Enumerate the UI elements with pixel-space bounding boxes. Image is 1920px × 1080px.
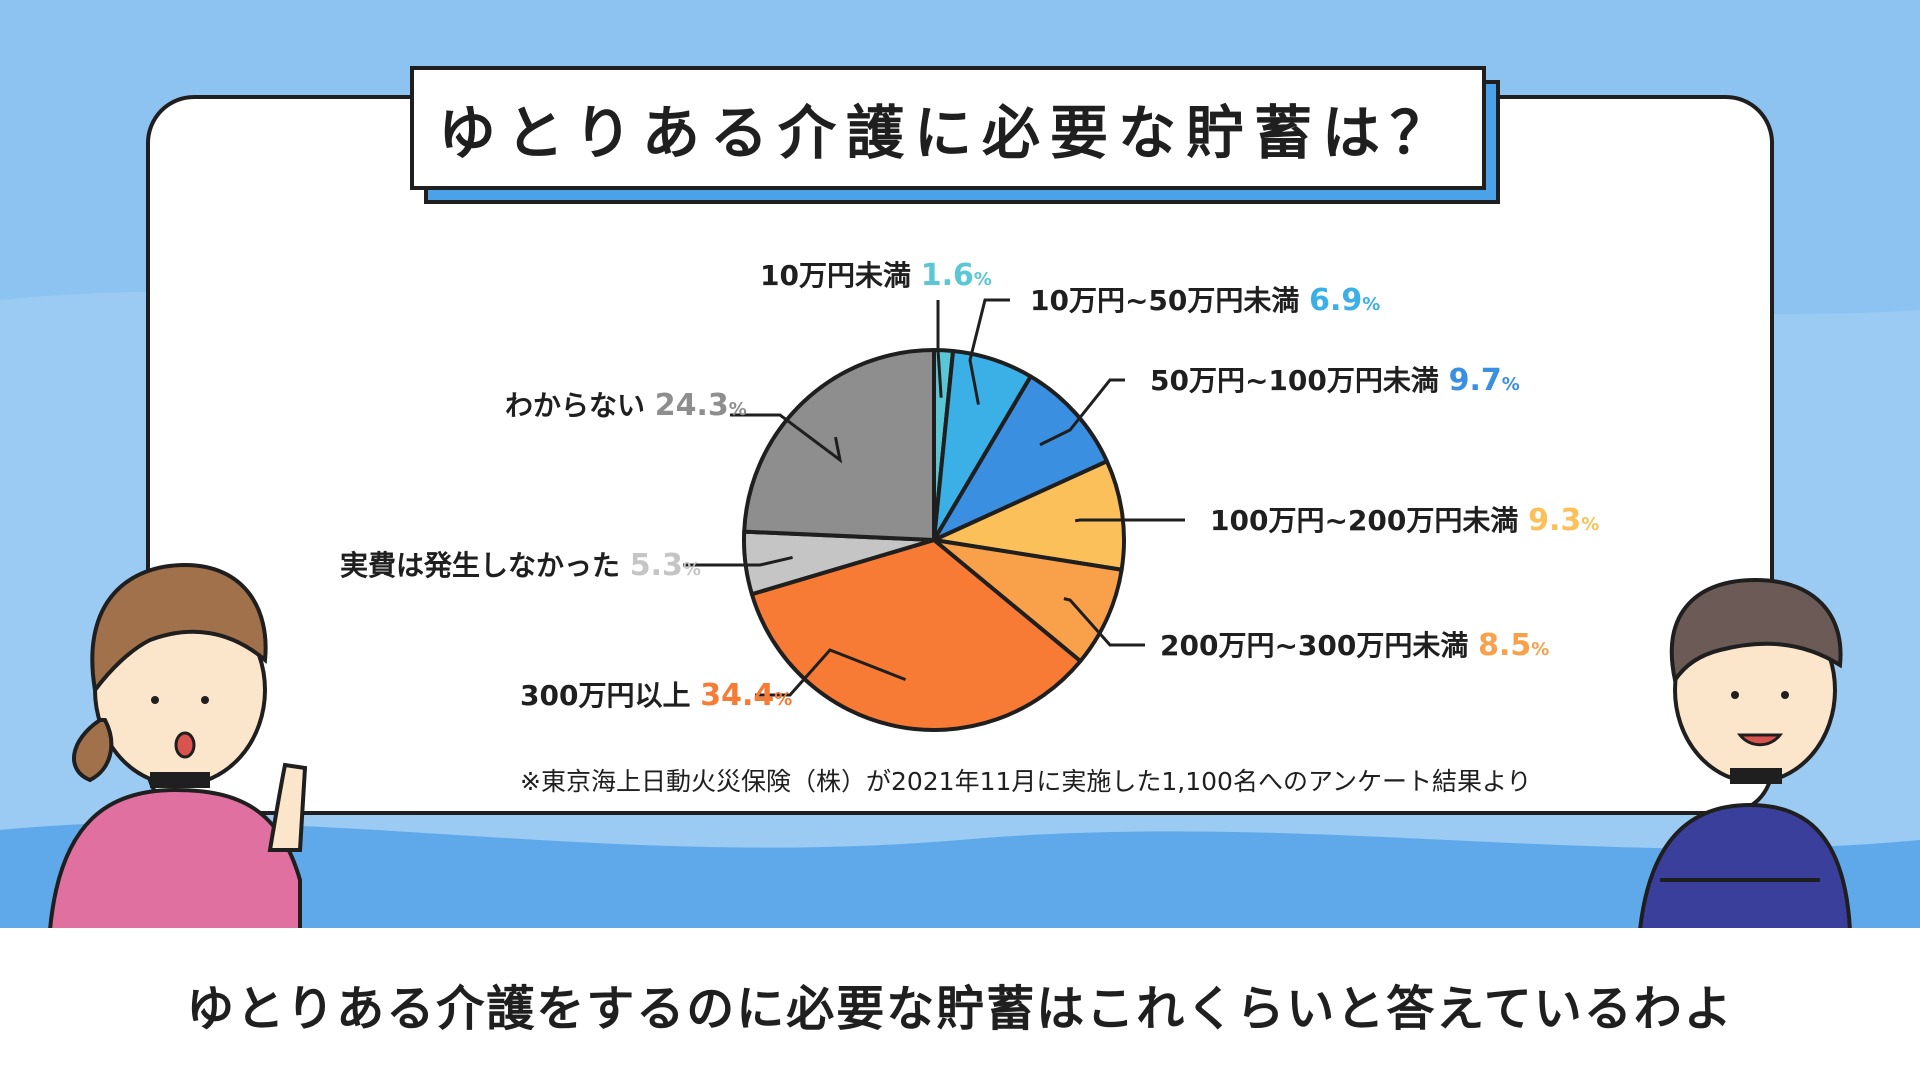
slice-value: 24.3 — [655, 388, 729, 423]
slice-unit: % — [1581, 514, 1599, 535]
pie-slice — [932, 374, 1109, 542]
leader-line — [683, 555, 793, 567]
pie-slice — [932, 459, 1126, 572]
slice-category: わからない — [505, 389, 655, 422]
slice-unit: % — [974, 269, 992, 290]
woman-illustration — [47, 562, 308, 932]
slice-unit: % — [1531, 639, 1549, 660]
slice-unit: % — [1362, 294, 1380, 315]
leader-line — [1039, 378, 1125, 447]
slice-unit: % — [683, 559, 701, 580]
slice-value: 34.4 — [700, 678, 774, 713]
slice-category: 実費は発生しなかった — [340, 549, 630, 582]
slice-label: 10万円未満 1.6% — [760, 258, 992, 293]
man-illustration — [1637, 577, 1853, 932]
slice-value: 5.3 — [630, 548, 683, 583]
slice-label: 200万円~300万円未満 8.5% — [1160, 628, 1549, 663]
slice-label: 100万円~200万円未満 9.3% — [1210, 503, 1599, 538]
title-box: ゆとりある介護に必要な貯蓄は？ — [410, 66, 1486, 190]
page-title: ゆとりある介護に必要な貯蓄は？ — [437, 99, 1458, 167]
slice-unit: % — [1502, 374, 1520, 395]
slice-label: 300万円以上 34.4% — [520, 678, 792, 713]
slice-label: 50万円~100万円未満 9.7% — [1150, 363, 1520, 398]
leader-line — [968, 298, 1010, 405]
slice-value: 9.3 — [1528, 503, 1581, 538]
leader-line — [755, 648, 907, 697]
slice-label: 実費は発生しなかった 5.3% — [340, 548, 701, 583]
slice-category: 200万円~300万円未満 — [1160, 629, 1478, 662]
slice-category: 50万円~100万円未満 — [1150, 364, 1449, 397]
source-note: ※東京海上日動火災保険（株）が2021年11月に実施した1,100名へのアンケー… — [520, 767, 1532, 796]
caption-text: ゆとりある介護をするのに必要な貯蓄はこれくらいと答えているわよ — [186, 981, 1734, 1037]
slice-unit: % — [774, 689, 792, 710]
slice-category: 100万円~200万円未満 — [1210, 504, 1528, 537]
slice-label: わからない 24.3% — [505, 388, 747, 423]
slice-category: 300万円以上 — [520, 679, 700, 712]
pie-slice — [749, 538, 1083, 732]
slice-value: 9.7 — [1449, 363, 1502, 398]
slice-value: 8.5 — [1478, 628, 1531, 663]
leader-line — [730, 413, 843, 464]
caption-bar: ゆとりある介護をするのに必要な貯蓄はこれくらいと答えているわよ — [0, 928, 1920, 1080]
slice-label: 10万円~50万円未満 6.9% — [1030, 283, 1380, 318]
slice-value: 6.9 — [1309, 283, 1362, 318]
slice-category: 10万円未満 — [760, 259, 921, 292]
pie-slice — [742, 348, 936, 542]
leader-line — [936, 300, 943, 398]
slice-unit: % — [729, 399, 747, 420]
slice-category: 10万円~50万円未満 — [1030, 284, 1309, 317]
leader-line — [1063, 597, 1145, 647]
leader-line — [1074, 518, 1185, 523]
slice-value: 1.6 — [921, 258, 974, 293]
